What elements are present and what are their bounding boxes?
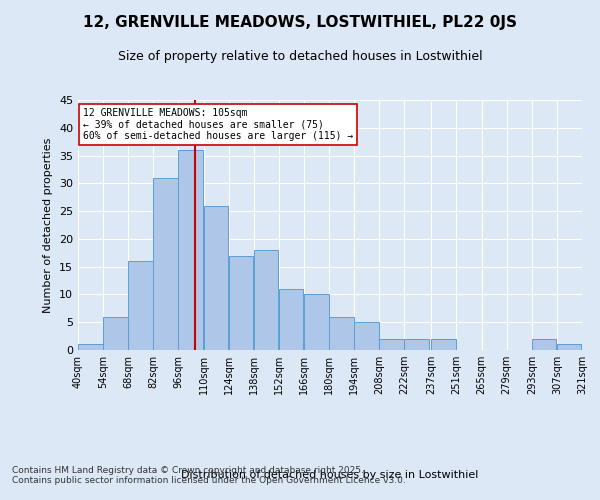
Bar (154, 178, 178, 350)
Bar (128, 261, 153, 350)
Bar (557, 344, 581, 350)
Bar (379, 339, 404, 350)
Text: Contains HM Land Registry data © Crown copyright and database right 2025.
Contai: Contains HM Land Registry data © Crown c… (12, 466, 406, 485)
Bar (532, 339, 556, 350)
Text: Distribution of detached houses by size in Lostwithiel: Distribution of detached houses by size … (181, 470, 479, 480)
Bar (354, 322, 379, 350)
Bar (178, 150, 203, 350)
Text: 12 GRENVILLE MEADOWS: 105sqm
← 39% of detached houses are smaller (75)
60% of se: 12 GRENVILLE MEADOWS: 105sqm ← 39% of de… (83, 108, 353, 140)
Text: 12, GRENVILLE MEADOWS, LOSTWITHIEL, PL22 0JS: 12, GRENVILLE MEADOWS, LOSTWITHIEL, PL22… (83, 15, 517, 30)
Bar (254, 250, 278, 350)
Bar (404, 339, 429, 350)
Bar (103, 316, 128, 350)
Bar (279, 289, 304, 350)
Bar (229, 256, 253, 350)
Bar (304, 294, 329, 350)
Y-axis label: Number of detached properties: Number of detached properties (43, 138, 53, 312)
Bar (203, 206, 228, 350)
Bar (329, 316, 354, 350)
Text: Size of property relative to detached houses in Lostwithiel: Size of property relative to detached ho… (118, 50, 482, 63)
Bar (78, 344, 103, 350)
Bar (431, 339, 456, 350)
